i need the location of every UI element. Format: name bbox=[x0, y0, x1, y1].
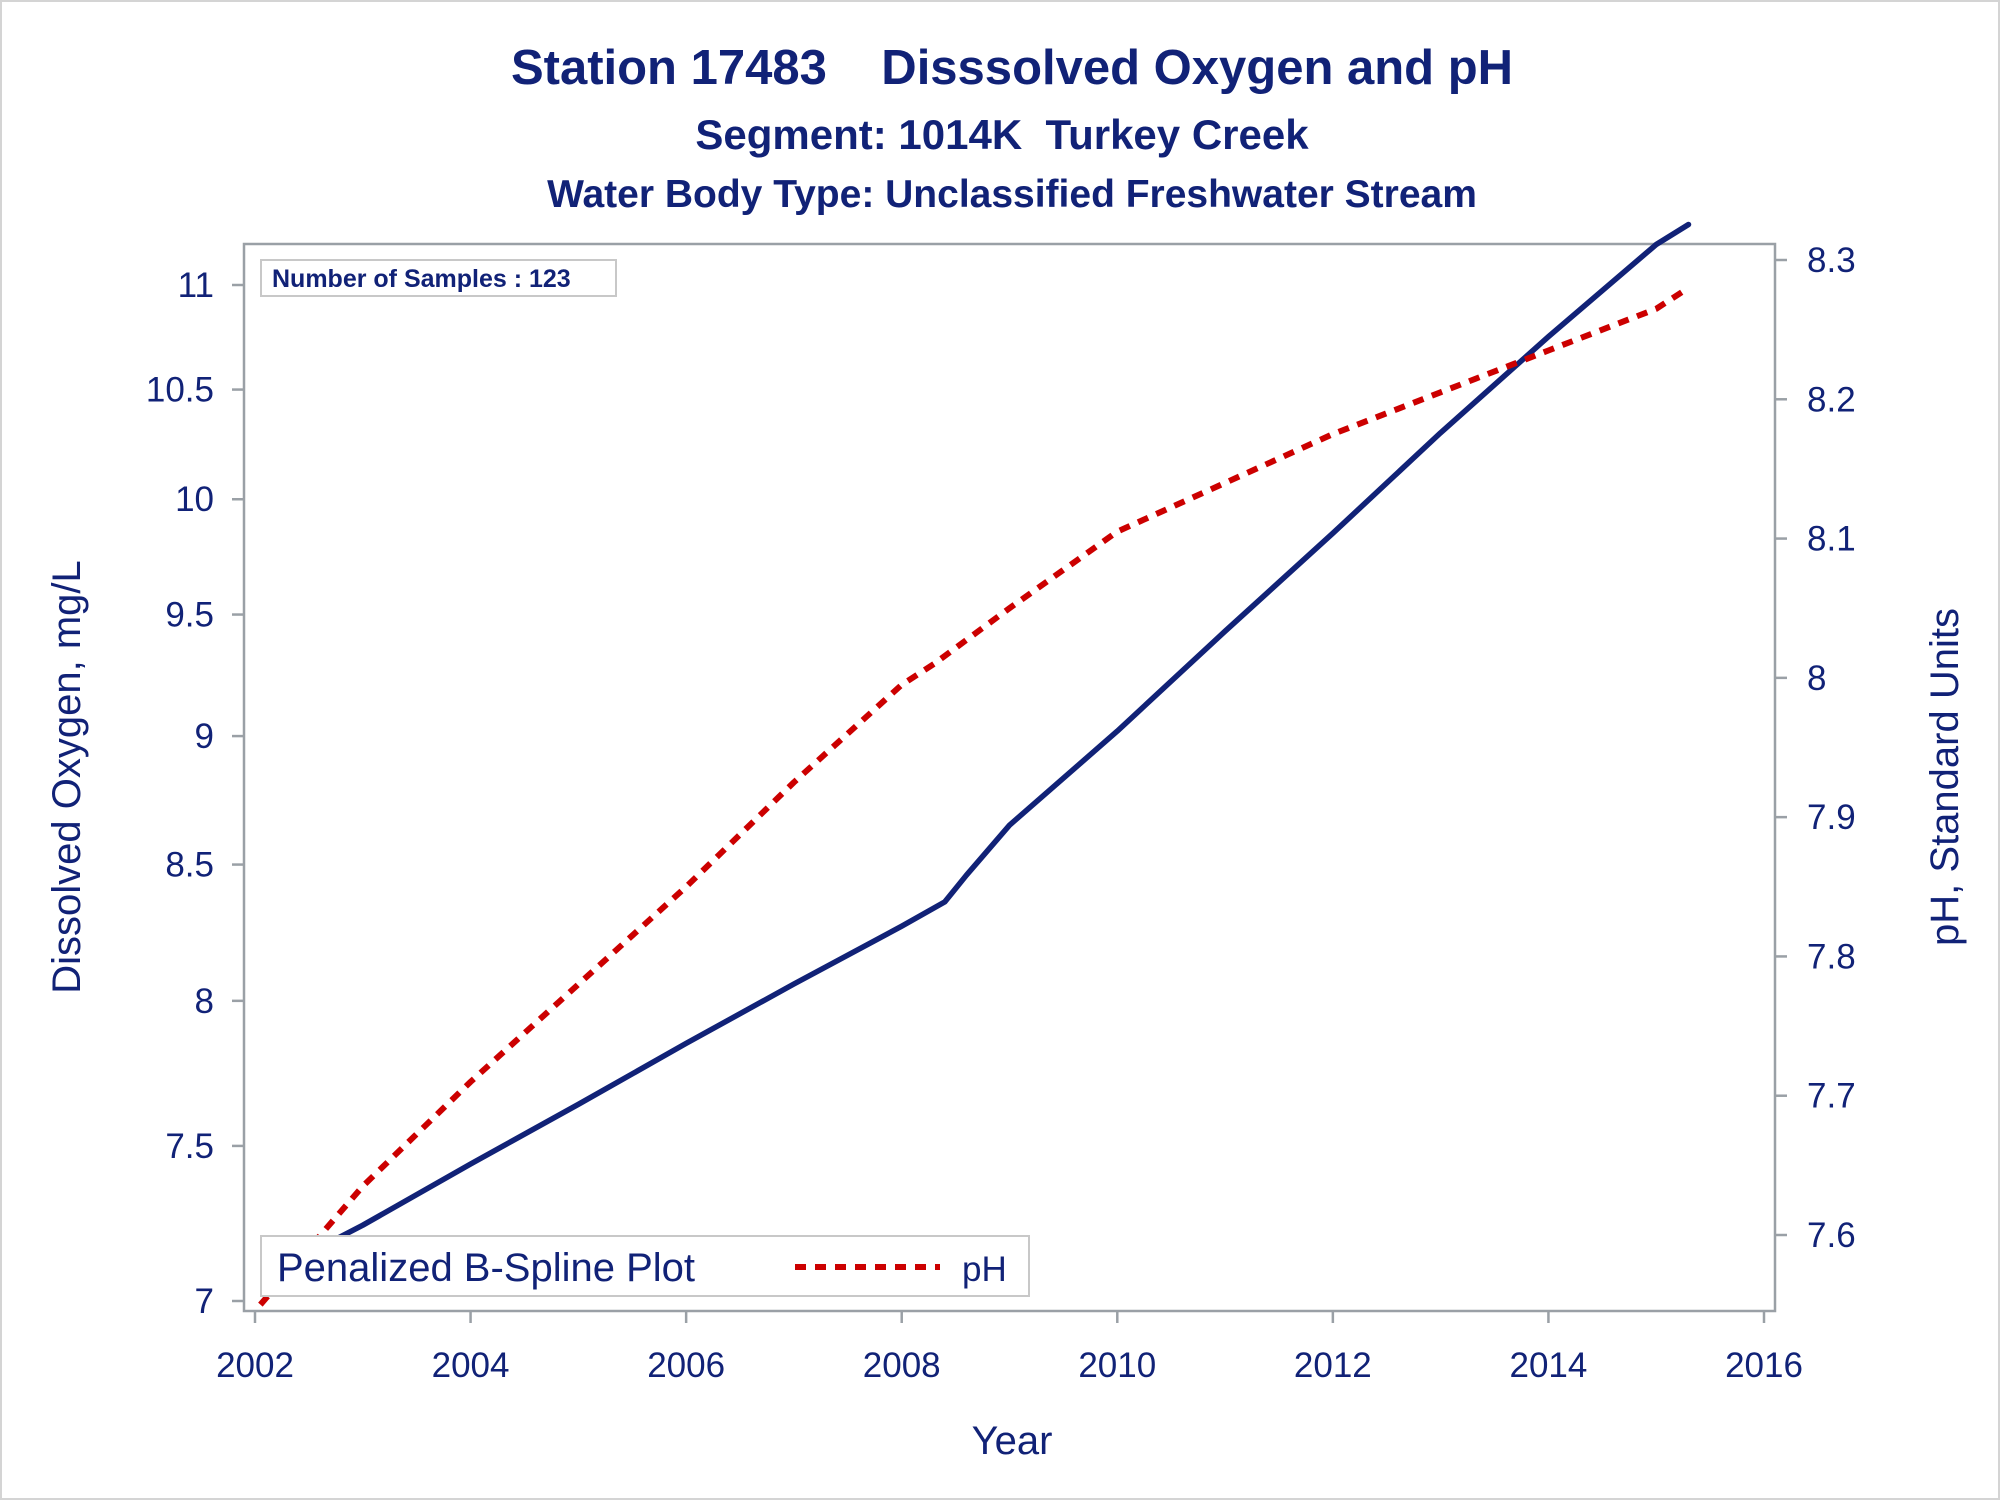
y-tick-label: 9 bbox=[195, 717, 214, 756]
y-tick-label: 7.5 bbox=[165, 1127, 214, 1166]
y2-tick-label: 7.8 bbox=[1807, 937, 1856, 976]
x-axis-label: Year bbox=[972, 1419, 1053, 1463]
y-tick-label: 8 bbox=[195, 982, 214, 1021]
y-axis-label: Dissolved Oxygen, mg/L bbox=[45, 560, 89, 994]
x-tick-label: 2004 bbox=[432, 1346, 510, 1385]
series-line-ph bbox=[258, 285, 1691, 1307]
legend: Penalized B-Spline Plot pH bbox=[260, 1235, 1030, 1297]
y2-tick-label: 7.6 bbox=[1807, 1216, 1856, 1255]
x-tick-label: 2014 bbox=[1509, 1346, 1587, 1385]
y2-tick-label: 8 bbox=[1807, 659, 1826, 698]
sample-count-box: Number of Samples : 123 bbox=[260, 259, 617, 297]
x-tick-label: 2016 bbox=[1725, 1346, 1803, 1385]
chart-subtitle-2: Water Body Type: Unclassified Freshwater… bbox=[547, 173, 1477, 216]
y2-tick-label: 7.9 bbox=[1807, 798, 1856, 837]
y2-tick-label: 8.2 bbox=[1807, 380, 1856, 419]
x-tick-label: 2002 bbox=[216, 1346, 294, 1385]
chart-title: Station 17483 Disssolved Oxygen and pH bbox=[511, 41, 1513, 95]
x-tick-label: 2006 bbox=[647, 1346, 725, 1385]
series-layer bbox=[258, 221, 1692, 1307]
x-tick-label: 2010 bbox=[1078, 1346, 1156, 1385]
y2-tick-label: 8.3 bbox=[1807, 241, 1856, 280]
legend-label-ph: pH bbox=[962, 1250, 1007, 1289]
chart-subtitle: Segment: 1014K Turkey Creek bbox=[695, 111, 1309, 158]
y2-tick-label: 7.7 bbox=[1807, 1077, 1856, 1116]
y2-axis-label: pH, Standard Units bbox=[1923, 608, 1967, 946]
series-line-dissolved-oxygen bbox=[263, 221, 1692, 1279]
y-tick-label: 8.5 bbox=[165, 846, 214, 885]
y-axis-left: 7 7.5 8 8.5 9 9.5 10 10.5 11 bbox=[146, 266, 244, 1321]
y-tick-label: 11 bbox=[178, 266, 214, 305]
y-tick-label: 9.5 bbox=[165, 596, 214, 635]
sample-count-label: Number of Samples : 123 bbox=[272, 265, 571, 293]
x-tick-label: 2012 bbox=[1294, 1346, 1372, 1385]
y2-tick-label: 8.1 bbox=[1807, 520, 1856, 559]
y-axis-right: 7.6 7.7 7.8 7.9 8 8.1 8.2 8.3 bbox=[1775, 241, 1856, 1255]
x-tick-label: 2008 bbox=[863, 1346, 941, 1385]
x-axis: 2002 2004 2006 2008 2010 2012 2014 2016 bbox=[216, 1311, 1803, 1385]
plot-area bbox=[242, 242, 1777, 1313]
y-tick-label: 7 bbox=[195, 1282, 214, 1321]
legend-label-spline: Penalized B-Spline Plot bbox=[277, 1246, 695, 1290]
y-tick-label: 10 bbox=[175, 480, 214, 519]
y-tick-label: 10.5 bbox=[146, 371, 214, 410]
